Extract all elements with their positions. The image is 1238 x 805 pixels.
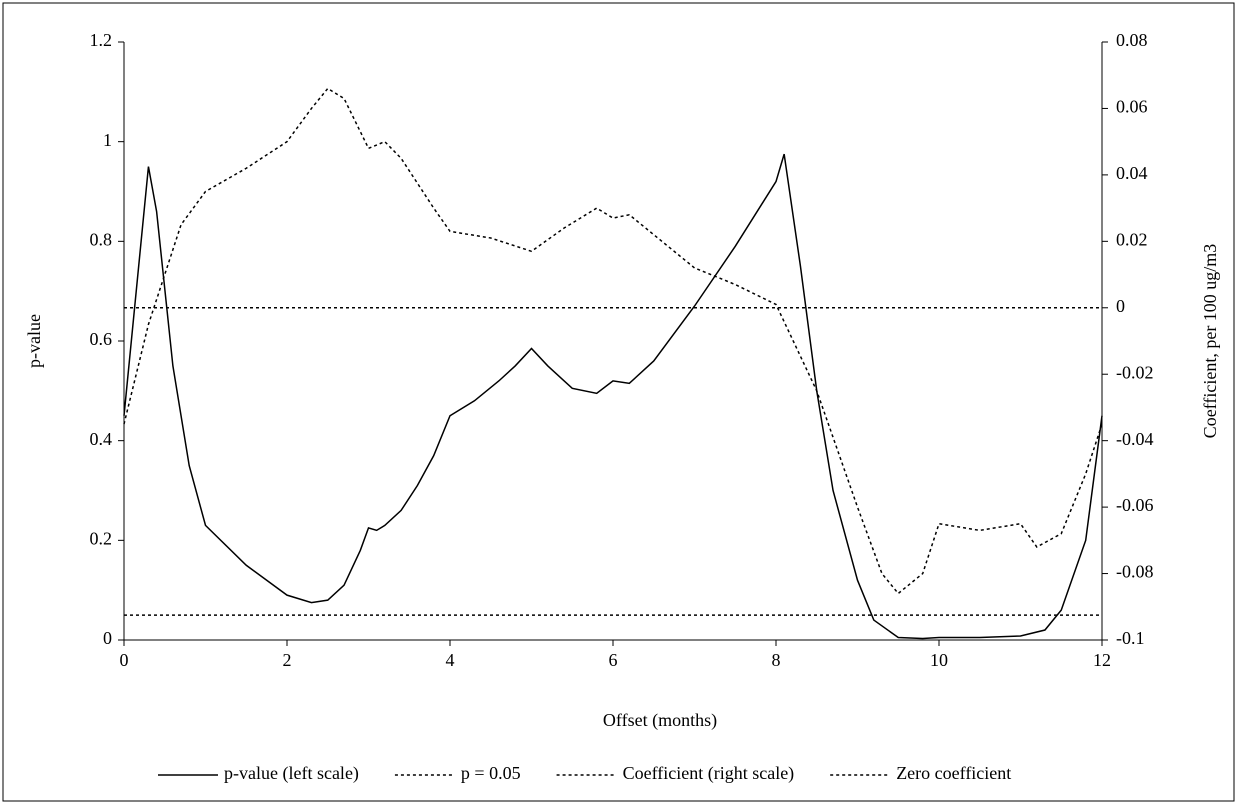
y2-tick-label: 0.08: [1116, 30, 1148, 50]
x-tick-label: 4: [446, 650, 455, 670]
y-tick-label: 1.2: [90, 30, 113, 50]
series-line: [123, 87, 1103, 595]
y-tick-label: 0.4: [90, 429, 113, 449]
legend-label: Coefficient (right scale): [623, 763, 795, 784]
y2-tick-label: -0.06: [1116, 495, 1154, 515]
y-tick-label: 0.6: [90, 329, 113, 349]
y2-tick-label: 0.02: [1116, 229, 1148, 249]
x-tick-label: 10: [930, 650, 948, 670]
y2-tick-label: -0.1: [1116, 628, 1145, 648]
x-tick-label: 12: [1093, 650, 1111, 670]
y-tick-label: 0.8: [90, 229, 113, 249]
y2-tick-label: 0: [1116, 296, 1125, 316]
y2-tick-label: -0.08: [1116, 562, 1154, 582]
legend-label: p = 0.05: [461, 763, 521, 783]
legend-label: Zero coefficient: [896, 763, 1011, 783]
x-tick-label: 8: [772, 650, 781, 670]
y-tick-label: 0.2: [90, 528, 113, 548]
y2-tick-label: -0.02: [1116, 362, 1154, 382]
x-tick-label: 6: [609, 650, 618, 670]
y-tick-label: 1: [103, 130, 112, 150]
y2-tick-label: 0.06: [1116, 97, 1148, 117]
y2-tick-label: 0.04: [1116, 163, 1148, 183]
x-axis-label: Offset (months): [603, 710, 717, 731]
y-axis-label: p-value: [24, 314, 44, 368]
x-tick-label: 0: [120, 650, 129, 670]
y2-tick-label: -0.04: [1116, 429, 1154, 449]
y2-axis-label: Coefficient, per 100 ug/m3: [1200, 244, 1220, 439]
y-tick-label: 0: [103, 628, 112, 648]
x-tick-label: 2: [283, 650, 292, 670]
series-line: [123, 153, 1103, 640]
legend-label: p-value (left scale): [224, 763, 359, 784]
